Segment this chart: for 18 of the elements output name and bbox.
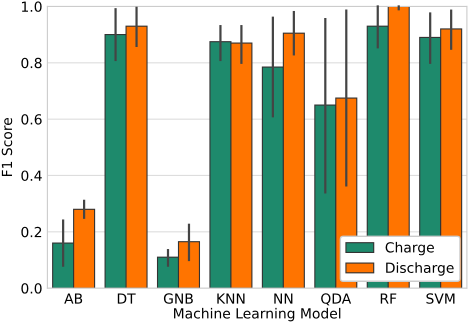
y-tick-label: 0.4 <box>21 170 42 181</box>
x-tick-label: NN <box>274 293 292 304</box>
y-tick-label: 0.0 <box>21 283 42 294</box>
x-tick-label: AB <box>64 293 82 304</box>
y-tick-label: 1.0 <box>22 1 42 12</box>
legend-label: Discharge <box>386 262 454 276</box>
y-tick-label: 0.8 <box>21 58 42 68</box>
x-tick-label: SVM <box>426 293 454 304</box>
x-tick-label: DT <box>118 293 136 304</box>
y-tick-label: 0.6 <box>21 114 42 125</box>
y-tick-label: 0.2 <box>21 226 42 238</box>
x-tick-label: RF <box>380 293 396 304</box>
x-axis-title: Machine Learning Model <box>174 308 340 322</box>
y-axis-title: F1 Score <box>2 118 12 176</box>
x-tick-label: KNN <box>217 293 245 304</box>
x-tick-label: GNB <box>164 293 193 304</box>
x-tick-label: QDA <box>321 293 352 306</box>
legend-label: Charge <box>386 242 434 256</box>
